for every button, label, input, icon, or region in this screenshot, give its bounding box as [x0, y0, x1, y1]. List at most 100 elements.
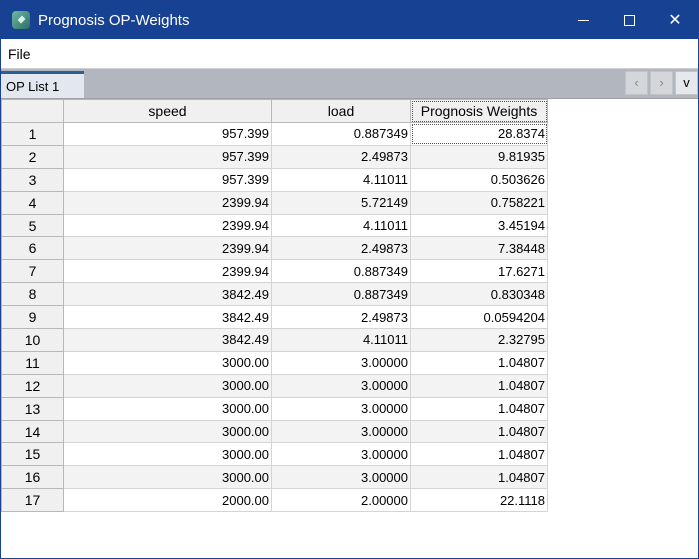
cell-speed[interactable]: 2399.94 [63, 213, 272, 238]
cell-load[interactable]: 2.49873 [271, 305, 411, 330]
op-weights-table: speed load Prognosis Weights 1 957.399 0.8… [1, 99, 548, 513]
cell-weight[interactable]: 0.0594204 [410, 305, 548, 330]
table-row[interactable]: 7 2399.94 0.887349 17.6271 [1, 259, 548, 284]
cell-speed[interactable]: 3842.49 [63, 282, 272, 307]
cell-load[interactable]: 3.00000 [271, 350, 411, 375]
minimize-icon [577, 19, 589, 21]
table-row[interactable]: 14 3000.00 3.00000 1.04807 [1, 419, 548, 444]
cell-weight[interactable]: 1.04807 [410, 373, 548, 398]
cell-weight[interactable]: 3.45194 [410, 213, 548, 238]
cell-load[interactable]: 4.11011 [271, 213, 411, 238]
table-row[interactable]: 9 3842.49 2.49873 0.0594204 [1, 305, 548, 330]
table-row[interactable]: 8 3842.49 0.887349 0.830348 [1, 282, 548, 307]
cell-weight[interactable]: 0.758221 [410, 190, 548, 215]
cell-speed[interactable]: 2000.00 [63, 488, 272, 513]
corner-header[interactable] [1, 99, 64, 123]
column-header-prognosis-weights[interactable]: Prognosis Weights [410, 99, 548, 123]
cell-weight[interactable]: 1.04807 [410, 465, 548, 490]
cell-load[interactable]: 2.49873 [271, 144, 411, 169]
cell-speed[interactable]: 2399.94 [63, 259, 272, 284]
tab-list-button[interactable]: v [675, 71, 698, 95]
table-row[interactable]: 10 3842.49 4.11011 2.32795 [1, 328, 548, 352]
cell-weight[interactable]: 1.04807 [410, 419, 548, 444]
cell-speed[interactable]: 2399.94 [63, 236, 272, 261]
cell-weight[interactable]: 28.8374 [410, 122, 548, 146]
cell-weight[interactable]: 1.04807 [410, 396, 548, 421]
row-header[interactable]: 1 [1, 122, 64, 146]
cell-speed[interactable]: 3000.00 [63, 373, 272, 398]
cell-load[interactable]: 3.00000 [271, 373, 411, 398]
cell-load[interactable]: 3.00000 [271, 442, 411, 467]
row-header[interactable]: 13 [1, 396, 64, 421]
cell-weight[interactable]: 2.32795 [410, 328, 548, 352]
table-row[interactable]: 1 957.399 0.887349 28.8374 [1, 122, 548, 146]
cell-weight[interactable]: 22.1118 [410, 488, 548, 513]
cell-speed[interactable]: 3000.00 [63, 419, 272, 444]
cell-speed[interactable]: 3000.00 [63, 442, 272, 467]
cell-weight[interactable]: 1.04807 [410, 350, 548, 375]
menu-file[interactable]: File [8, 45, 31, 62]
table-row[interactable]: 15 3000.00 3.00000 1.04807 [1, 442, 548, 467]
row-header[interactable]: 6 [1, 236, 64, 261]
cell-load[interactable]: 5.72149 [271, 190, 411, 215]
cell-weight[interactable]: 9.81935 [410, 144, 548, 169]
row-header[interactable]: 9 [1, 305, 64, 330]
cell-speed[interactable]: 957.399 [63, 144, 272, 169]
cell-load[interactable]: 3.00000 [271, 396, 411, 421]
table-row[interactable]: 3 957.399 4.11011 0.503626 [1, 167, 548, 192]
title-bar: Prognosis OP-Weights ✕ [1, 1, 698, 39]
row-header[interactable]: 3 [1, 167, 64, 192]
table-row[interactable]: 5 2399.94 4.11011 3.45194 [1, 213, 548, 238]
row-header[interactable]: 8 [1, 282, 64, 307]
cell-speed[interactable]: 3000.00 [63, 396, 272, 421]
column-header-load[interactable]: load [271, 99, 411, 123]
row-header[interactable]: 7 [1, 259, 64, 284]
table-row[interactable]: 12 3000.00 3.00000 1.04807 [1, 373, 548, 398]
cell-speed[interactable]: 3842.49 [63, 328, 272, 352]
cell-speed[interactable]: 3000.00 [63, 350, 272, 375]
table-row[interactable]: 6 2399.94 2.49873 7.38448 [1, 236, 548, 261]
cell-load[interactable]: 3.00000 [271, 465, 411, 490]
row-header[interactable]: 16 [1, 465, 64, 490]
cell-weight[interactable]: 17.6271 [410, 259, 548, 284]
cell-load[interactable]: 0.887349 [271, 122, 411, 146]
row-header[interactable]: 2 [1, 144, 64, 169]
cell-weight[interactable]: 0.830348 [410, 282, 548, 307]
cell-speed[interactable]: 957.399 [63, 122, 272, 146]
table-row[interactable]: 16 3000.00 3.00000 1.04807 [1, 465, 548, 490]
row-header[interactable]: 12 [1, 373, 64, 398]
cell-speed[interactable]: 3842.49 [63, 305, 272, 330]
cell-load[interactable]: 0.887349 [271, 282, 411, 307]
row-header[interactable]: 15 [1, 442, 64, 467]
table-row[interactable]: 2 957.399 2.49873 9.81935 [1, 144, 548, 169]
cell-load[interactable]: 3.00000 [271, 419, 411, 444]
row-header[interactable]: 10 [1, 328, 64, 352]
table-row[interactable]: 17 2000.00 2.00000 22.1118 [1, 488, 548, 513]
table-row[interactable]: 11 3000.00 3.00000 1.04807 [1, 350, 548, 375]
cell-speed[interactable]: 3000.00 [63, 465, 272, 490]
cell-speed[interactable]: 2399.94 [63, 190, 272, 215]
tab-next-button[interactable]: › [650, 71, 673, 95]
cell-weight[interactable]: 0.503626 [410, 167, 548, 192]
cell-weight[interactable]: 7.38448 [410, 236, 548, 261]
table-row[interactable]: 13 3000.00 3.00000 1.04807 [1, 396, 548, 421]
row-header[interactable]: 4 [1, 190, 64, 215]
tab-op-list-1[interactable]: OP List 1 [1, 71, 84, 98]
cell-weight[interactable]: 1.04807 [410, 442, 548, 467]
tab-prev-button[interactable]: ‹ [625, 71, 648, 95]
minimize-button[interactable] [560, 1, 606, 39]
cell-load[interactable]: 4.11011 [271, 167, 411, 192]
maximize-button[interactable] [606, 1, 652, 39]
cell-load[interactable]: 2.00000 [271, 488, 411, 513]
cell-speed[interactable]: 957.399 [63, 167, 272, 192]
table-row[interactable]: 4 2399.94 5.72149 0.758221 [1, 190, 548, 215]
close-button[interactable]: ✕ [652, 1, 698, 39]
row-header[interactable]: 11 [1, 350, 64, 375]
cell-load[interactable]: 2.49873 [271, 236, 411, 261]
cell-load[interactable]: 0.887349 [271, 259, 411, 284]
column-header-speed[interactable]: speed [63, 99, 272, 123]
row-header[interactable]: 17 [1, 488, 64, 513]
row-header[interactable]: 14 [1, 419, 64, 444]
cell-load[interactable]: 4.11011 [271, 328, 411, 352]
row-header[interactable]: 5 [1, 213, 64, 238]
